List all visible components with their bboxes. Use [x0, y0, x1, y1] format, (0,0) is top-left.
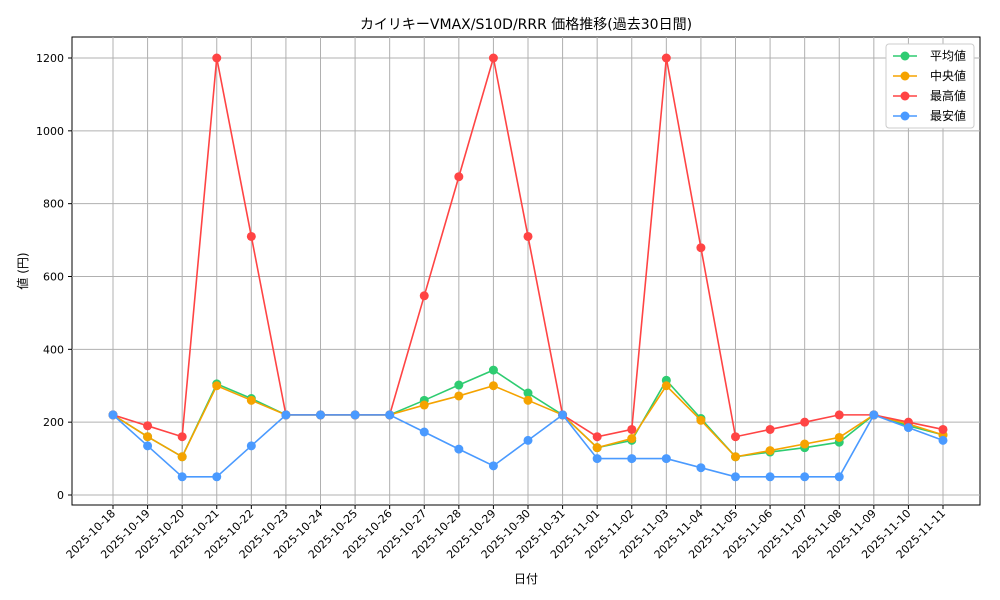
data-point — [523, 395, 533, 405]
data-point — [627, 424, 637, 434]
data-point — [143, 432, 153, 442]
data-point — [834, 472, 844, 482]
legend-label: 最安値 — [930, 108, 966, 123]
data-point — [454, 391, 464, 401]
y-tick-label: 1000 — [36, 125, 64, 138]
data-point — [938, 424, 948, 434]
data-point — [488, 461, 498, 471]
series-3 — [108, 410, 948, 482]
data-point — [731, 472, 740, 482]
data-point — [592, 454, 602, 464]
data-point — [627, 454, 637, 464]
y-tick-label: 200 — [43, 416, 64, 429]
data-point — [558, 410, 568, 420]
chart-title: カイリキーVMAX/S10D/RRR 価格推移(過去30日間) — [360, 17, 692, 33]
data-point — [800, 439, 810, 449]
legend-label: 最高値 — [930, 88, 966, 103]
data-point — [661, 381, 671, 391]
data-point — [143, 421, 153, 431]
data-point — [350, 410, 360, 420]
data-point — [731, 452, 740, 462]
series-2 — [108, 53, 948, 442]
data-point — [212, 472, 222, 482]
data-point — [316, 410, 325, 420]
data-point — [765, 446, 775, 456]
data-point — [869, 410, 879, 420]
data-point — [488, 365, 498, 375]
data-point — [696, 463, 706, 473]
legend-box — [885, 43, 975, 129]
data-point — [143, 441, 153, 451]
data-point — [661, 454, 671, 464]
y-axis-label: 値 (円) — [15, 252, 30, 289]
data-point — [800, 472, 810, 482]
data-point — [281, 410, 291, 420]
ticks: 2025-10-182025-10-192025-10-202025-10-21… — [36, 52, 948, 561]
data-point — [731, 432, 740, 442]
y-tick-label: 1200 — [36, 52, 64, 65]
data-point — [454, 172, 464, 182]
data-point — [523, 435, 533, 445]
series-lines — [108, 53, 948, 482]
data-point — [419, 427, 429, 437]
data-point — [177, 472, 187, 482]
data-point — [246, 231, 256, 241]
legend-marker — [900, 111, 910, 121]
data-point — [419, 400, 429, 410]
y-tick-label: 600 — [43, 271, 64, 284]
plot-frame — [71, 36, 981, 506]
data-point — [523, 231, 533, 241]
data-point — [454, 380, 464, 390]
data-point — [592, 443, 602, 453]
data-point — [488, 53, 498, 63]
legend-marker — [900, 51, 910, 61]
data-point — [246, 395, 256, 405]
legend-label: 中央値 — [930, 68, 966, 83]
data-point — [246, 441, 256, 451]
data-point — [385, 410, 395, 420]
data-point — [765, 472, 775, 482]
data-point — [212, 53, 222, 63]
data-point — [454, 444, 464, 454]
legend-label: 平均値 — [930, 48, 966, 63]
data-point — [523, 388, 533, 398]
y-tick-label: 800 — [43, 198, 64, 211]
data-point — [903, 423, 913, 433]
data-point — [627, 434, 637, 444]
data-point — [661, 53, 671, 63]
data-point — [488, 381, 498, 391]
data-point — [177, 452, 187, 462]
x-axis-label: 日付 — [514, 572, 538, 586]
legend-marker — [900, 91, 910, 101]
data-point — [419, 291, 429, 301]
y-tick-label: 0 — [57, 489, 64, 502]
data-point — [177, 432, 187, 442]
data-point — [765, 424, 775, 434]
data-point — [834, 432, 844, 442]
data-point — [938, 435, 948, 445]
data-point — [108, 410, 118, 420]
data-point — [834, 410, 844, 420]
y-tick-label: 400 — [43, 343, 64, 356]
data-point — [696, 243, 706, 253]
data-point — [696, 415, 706, 425]
legend-marker — [900, 71, 910, 81]
data-point — [800, 417, 810, 427]
data-point — [592, 432, 602, 442]
data-point — [212, 381, 222, 391]
